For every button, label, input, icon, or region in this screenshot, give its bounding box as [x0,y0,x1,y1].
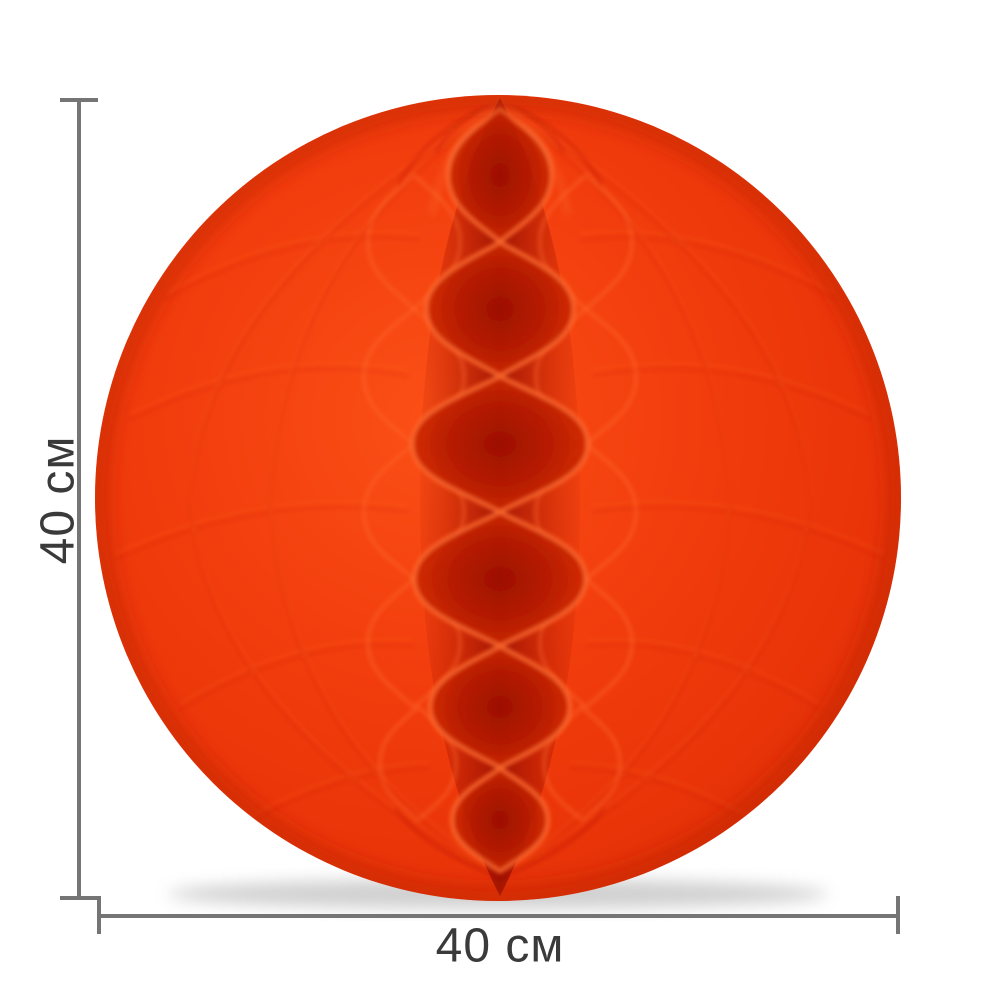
height-dimension-line [60,98,98,900]
height-dimension-label: 40 см [31,435,85,565]
ball-edge-vignette [95,95,901,901]
height-dimension-rule [77,98,81,900]
width-dimension-line [97,896,900,934]
width-dimension-tick-right [896,896,900,934]
width-dimension-rule [97,914,900,918]
honeycomb-center-cells [409,105,591,875]
honeycomb-cell [449,765,551,875]
pole-fold-highlights [430,98,570,216]
width-dimension-label: 40 см [435,919,565,973]
height-dimension-tick-bottom [60,896,98,900]
height-dimension-tick-top [60,98,98,102]
width-dimension-tick-left [97,896,101,934]
